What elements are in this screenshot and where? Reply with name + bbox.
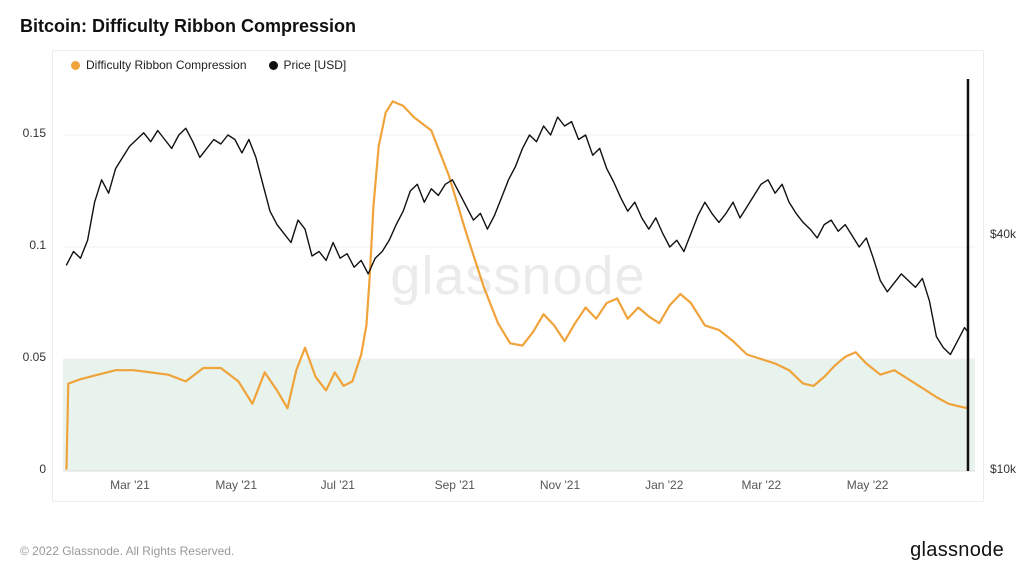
- chart-title: Bitcoin: Difficulty Ribbon Compression: [20, 16, 356, 37]
- x-tick-label: Mar '21: [110, 478, 150, 492]
- y-left-tick-label: 0.05: [23, 350, 46, 364]
- x-tick-label: Mar '22: [742, 478, 782, 492]
- copyright-text: © 2022 Glassnode. All Rights Reserved.: [20, 544, 234, 558]
- y-right-tick-label: $10k: [990, 462, 1016, 476]
- chart-footer: © 2022 Glassnode. All Rights Reserved. g…: [20, 539, 1004, 562]
- y-left-tick-label: 0: [39, 462, 46, 476]
- x-tick-label: Sep '21: [435, 478, 475, 492]
- x-tick-label: May '22: [847, 478, 889, 492]
- y-left-tick-label: 0.1: [29, 238, 46, 252]
- x-tick-label: Nov '21: [540, 478, 580, 492]
- y-right-tick-label: $40k: [990, 227, 1016, 241]
- x-tick-label: Jul '21: [321, 478, 355, 492]
- y-left-tick-label: 0.15: [23, 126, 46, 140]
- x-tick-label: Jan '22: [645, 478, 683, 492]
- brand-logo: glassnode: [910, 539, 1004, 562]
- chart-svg: [53, 51, 985, 503]
- chart-plot-area: Difficulty Ribbon Compression Price [USD…: [52, 50, 984, 502]
- x-tick-label: May '21: [215, 478, 257, 492]
